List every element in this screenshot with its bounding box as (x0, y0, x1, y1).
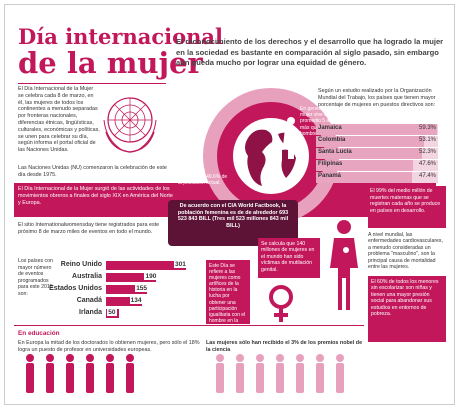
venus-symbol-icon (266, 284, 296, 329)
country-bar (316, 136, 424, 147)
country-bar (316, 148, 423, 159)
woman-silhouette-icon (282, 116, 300, 165)
oit-text: Según un estudio realizado por la Organi… (318, 88, 436, 108)
education-divider (14, 325, 364, 326)
education-heading: En educación (18, 330, 60, 337)
maternal-box (368, 186, 446, 228)
title-line1: Día internacional (18, 24, 223, 49)
country-bar (316, 172, 413, 183)
event-country-name: Australia (72, 273, 102, 280)
event-row: Irlanda 50 (60, 308, 192, 319)
event-value: 155 (135, 285, 149, 292)
event-row: Reino Unido 301 (60, 260, 192, 271)
event-value: 50 (107, 309, 117, 316)
country-value: 52.3% (418, 149, 436, 155)
event-row: Australia 190 (60, 272, 192, 283)
event-bar (106, 285, 148, 294)
country-table: Jamaica 59.3% Colombia 53.1% Santa Lucía 52.3… (316, 124, 438, 184)
country-value: 47.4% (418, 173, 436, 179)
event-value: 301 (174, 261, 187, 268)
country-value: 47.6% (418, 161, 436, 167)
country-name: Colombia (318, 137, 346, 143)
country-bar (316, 124, 437, 135)
events-site-text: El sitio Internationalwomensday tiene re… (18, 222, 160, 235)
nobel-text: Las mujeres sólo han recibido el 3% de l… (206, 340, 363, 353)
left-intro-text: El Día Internacional de la Mujer se cele… (18, 86, 100, 154)
globe-graphic (176, 86, 366, 241)
events-label: Los países con mayor número de eventos p… (18, 258, 53, 297)
mutilation-text: Se calcula que 140 millones de mujeres e… (258, 238, 320, 278)
dia-text: Este Día se refiere a las mujeres como a… (206, 260, 250, 330)
title-line2: de la mujer (18, 46, 203, 80)
intro-paragraph: El reconocimiento de los derechos y el d… (176, 37, 444, 67)
stat-population-share: Las mujeres representan 49.6% de la pobl… (178, 168, 228, 187)
event-value: 134 (129, 297, 143, 304)
nu-text: Las Naciones Unidas (NU) comenzaron la c… (18, 165, 167, 178)
people-row-icon (20, 352, 360, 403)
cardio-text: A nivel mundial, las enfermedades cardio… (368, 232, 443, 271)
country-row: Filipinas 47.6% (316, 160, 438, 171)
schooling-box: El 60% de todos los menores sin escolari… (368, 276, 446, 342)
event-row: Estados Unidos 155 (49, 284, 192, 295)
country-bar (316, 160, 413, 171)
country-row: Jamaica 59.3% (316, 124, 438, 135)
title-divider (18, 83, 166, 84)
event-row: Canadá 134 (60, 296, 192, 307)
country-name: Filipinas (318, 161, 343, 167)
country-row: Santa Lucía 52.3% (316, 148, 438, 159)
event-bar (106, 273, 157, 282)
event-country-name: Canadá (76, 297, 102, 304)
stat-life-expectancy: En general la mujer vive en promedio 5 a… (300, 106, 338, 137)
event-country-name: Irlanda (79, 309, 102, 316)
country-name: Santa Lucía (318, 149, 352, 155)
country-value: 59.3% (418, 125, 436, 131)
woman-body-icon (326, 218, 362, 319)
event-bar (106, 297, 142, 306)
country-name: Panamá (318, 173, 342, 179)
event-country-name: Reino Unido (60, 261, 102, 268)
country-value: 53.1% (418, 137, 436, 143)
country-row: Colombia 53.1% (316, 136, 438, 147)
event-country-name: Estados Unidos (49, 285, 102, 292)
maternal-text: El 99% del medio millón de muertes mater… (370, 188, 441, 214)
event-value: 190 (144, 273, 158, 280)
population-badge: De acuerdo con el CIA World Factbook, la… (168, 200, 298, 246)
un-emblem-icon (100, 90, 160, 161)
country-row: Panamá 47.4% (316, 172, 438, 183)
events-bar-chart: Reino Unido 301 Australia 190 Estados Unidos… (49, 260, 192, 320)
origin-text: El Día Internacional de la Mujer surgió … (18, 186, 173, 206)
event-bar (106, 261, 186, 270)
education-text: En Europa la mitad de los doctorados lo … (18, 340, 200, 353)
country-name: Jamaica (318, 125, 342, 131)
